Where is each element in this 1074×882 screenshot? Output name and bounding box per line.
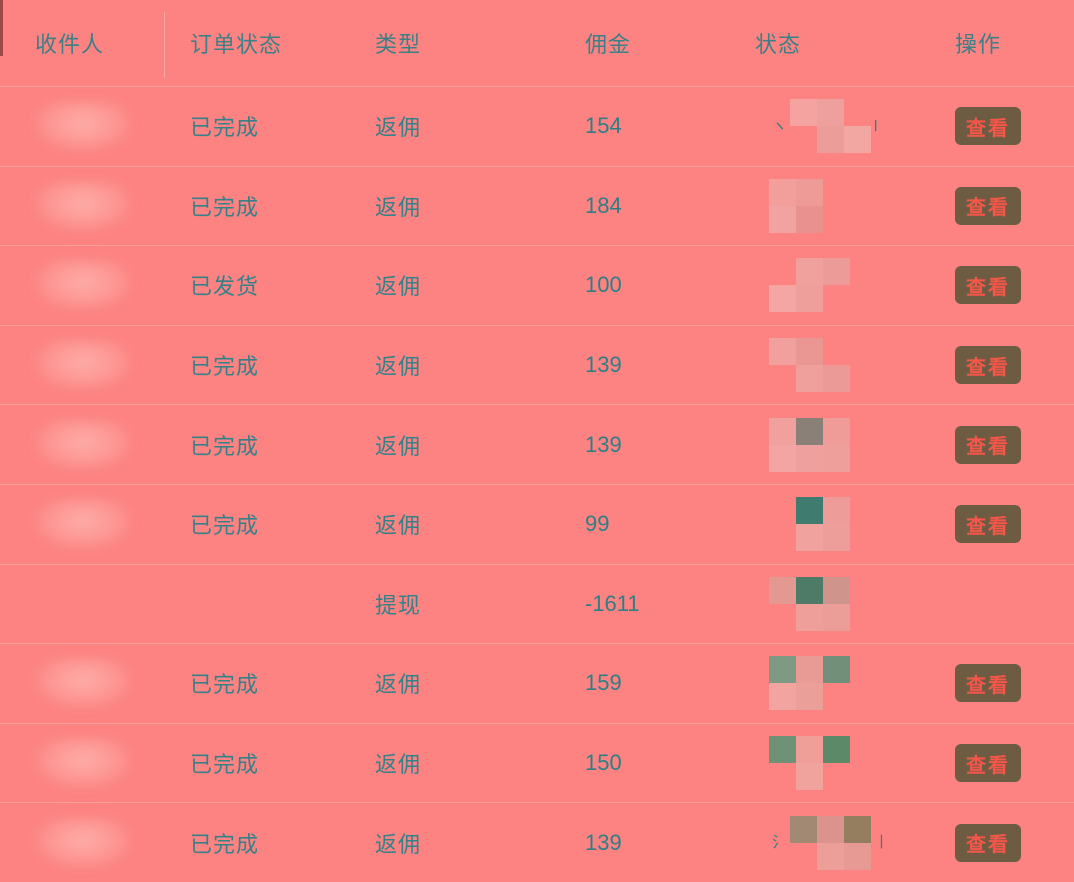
table-row: 已完成 返佣 99 查看 [0, 483, 1074, 564]
view-button[interactable]: 查看 [955, 425, 1021, 464]
recipient-redacted-blur [35, 817, 131, 868]
table-row: 已完成 返佣 139 氵丨 查看 [0, 802, 1074, 882]
commission-value: 139 [585, 829, 622, 855]
recipient-redacted-blur [35, 419, 131, 470]
type-value: 返佣 [375, 354, 422, 380]
recipient-redacted-blur [35, 738, 131, 789]
table-row: 已完成 返佣 139 查看 [0, 404, 1074, 484]
type-value: 提现 [375, 592, 422, 618]
view-button[interactable]: 查看 [955, 664, 1021, 703]
recipient-redacted-blur [35, 180, 131, 231]
recipient-redacted-blur [35, 658, 131, 709]
table-row: 已完成 返佣 150 查看 [0, 722, 1074, 803]
column-header-commission: 佣金 [585, 32, 632, 57]
mosaic-edge-glyph: 丨 [874, 834, 890, 852]
commission-value: 139 [585, 352, 622, 378]
status-redacted-mosaic [769, 656, 850, 711]
view-button[interactable]: 查看 [955, 266, 1021, 305]
type-value: 返佣 [375, 513, 422, 539]
order-status-value: 已完成 [190, 672, 260, 698]
table-header-row: 收件人 订单状态 类型 佣金 状态 操作 [0, 0, 1074, 86]
commission-value: 99 [585, 511, 610, 537]
status-redacted-mosaic [769, 178, 850, 233]
view-button[interactable]: 查看 [955, 186, 1021, 225]
status-redacted-mosaic: 氵丨 [769, 815, 892, 870]
order-status-value: 已完成 [190, 354, 260, 380]
commission-value: 154 [585, 113, 622, 139]
type-value: 返佣 [375, 433, 422, 459]
order-status-value: 已完成 [190, 433, 260, 459]
column-header-type: 类型 [375, 32, 422, 57]
commission-value: 100 [585, 272, 622, 298]
column-header-recipient: 收件人 [35, 32, 105, 57]
status-redacted-mosaic [769, 736, 850, 791]
view-button[interactable]: 查看 [955, 823, 1021, 862]
table-row: 已发货 返佣 100 查看 [0, 245, 1074, 325]
mosaic-edge-glyph: ヽ [772, 117, 788, 135]
order-status-value: 已完成 [190, 115, 260, 141]
commission-value: 150 [585, 750, 622, 776]
type-value: 返佣 [375, 115, 422, 141]
order-status-value: 已完成 [190, 831, 260, 857]
view-button[interactable]: 查看 [955, 505, 1021, 544]
column-header-order-status: 订单状态 [190, 32, 283, 57]
mosaic-edge-glyph: 氵 [772, 834, 788, 852]
order-status-value: 已完成 [190, 513, 260, 539]
column-header-operation: 操作 [955, 32, 1002, 57]
view-button[interactable]: 查看 [955, 744, 1021, 783]
type-value: 返佣 [375, 274, 422, 300]
recipient-redacted-blur [35, 340, 131, 391]
status-redacted-mosaic [769, 576, 850, 631]
type-value: 返佣 [375, 752, 422, 778]
mosaic-edge-glyph: l [874, 117, 878, 135]
column-header-status: 状态 [755, 32, 802, 57]
order-status-value: 已完成 [190, 752, 260, 778]
status-redacted-mosaic [769, 497, 850, 552]
view-button[interactable]: 查看 [955, 346, 1021, 385]
table-row-withdrawal: 提现 -1611 [0, 563, 1074, 644]
commission-value: 139 [585, 431, 622, 457]
commission-value: 184 [585, 192, 622, 218]
type-value: 返佣 [375, 672, 422, 698]
recipient-redacted-blur [35, 260, 131, 311]
commission-value: 159 [585, 670, 622, 696]
recipient-redacted-blur [35, 101, 131, 152]
commission-value: -1611 [585, 590, 640, 616]
order-status-value: 已发货 [190, 274, 260, 300]
view-button[interactable]: 查看 [955, 107, 1021, 146]
type-value: 返佣 [375, 831, 422, 857]
type-value: 返佣 [375, 194, 422, 220]
table-row: 已完成 返佣 184 查看 [0, 165, 1074, 246]
status-redacted-mosaic [769, 417, 850, 472]
recipient-redacted-blur [35, 499, 131, 550]
table-row: 已完成 返佣 139 查看 [0, 324, 1074, 405]
left-edge-artifact [0, 0, 3, 56]
header-column-divider [164, 12, 165, 78]
status-redacted-mosaic [769, 258, 850, 313]
status-redacted-mosaic [769, 338, 850, 393]
table-row: 已完成 返佣 159 查看 [0, 643, 1074, 723]
order-status-value: 已完成 [190, 194, 260, 220]
